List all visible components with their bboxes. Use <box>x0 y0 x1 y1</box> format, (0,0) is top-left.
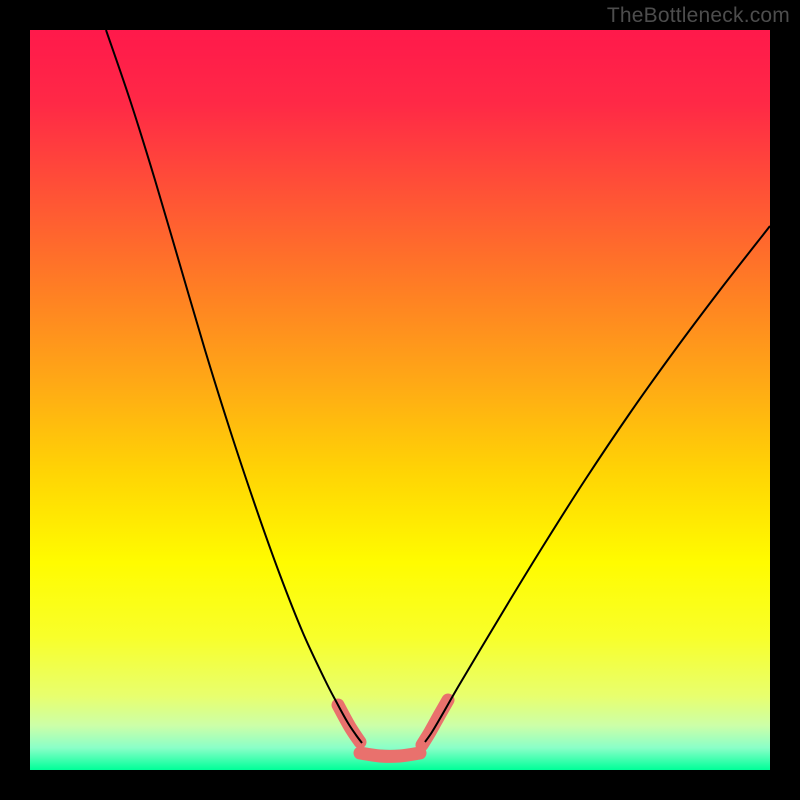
right-curve-line <box>425 226 770 742</box>
left-curve-line <box>106 30 362 743</box>
highlight-segment-2 <box>422 700 448 745</box>
plot-area <box>30 30 770 770</box>
watermark-text: TheBottleneck.com <box>607 4 790 28</box>
curve-overlay <box>30 30 770 770</box>
highlight-segment-1 <box>360 753 420 756</box>
